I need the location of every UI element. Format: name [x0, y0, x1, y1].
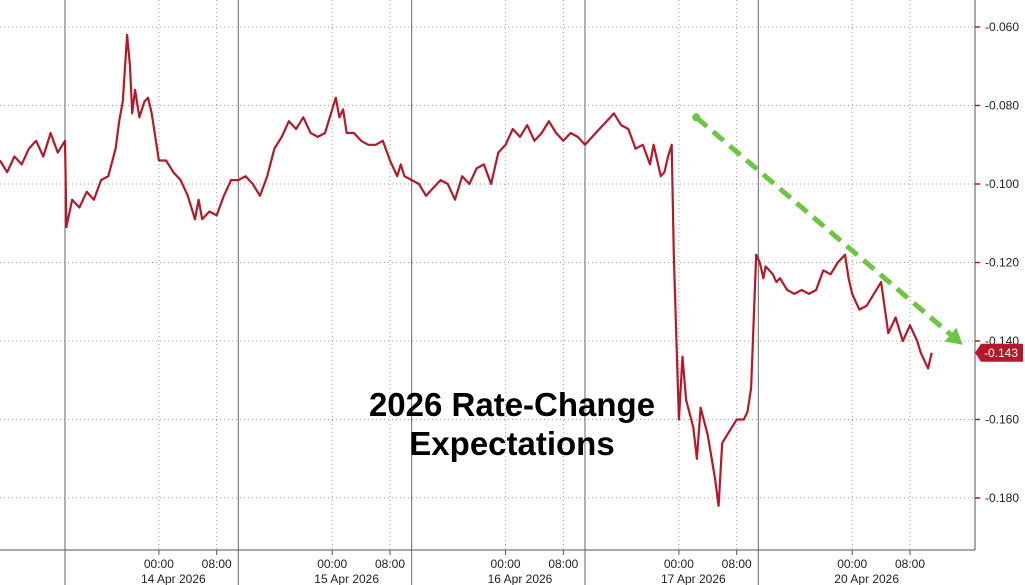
x-date-label: 17 Apr 2026 [661, 572, 726, 585]
last-value-box [975, 343, 1023, 362]
x-date-label: 20 Apr 2026 [834, 572, 899, 585]
x-axis: 00:00 08:00 00:00 08:00 00:00 08:00 00:00 08:00… [0, 549, 975, 585]
horizontal-gridlines [0, 26, 975, 499]
x-date-label: 16 Apr 2026 [488, 572, 553, 585]
y-tick-label: -0.060 [985, 20, 1019, 34]
x-hour-label: 08:00 [548, 557, 578, 571]
last-value-text: -0.143 [984, 346, 1018, 360]
x-hour-label: 08:00 [895, 557, 925, 571]
arrow-head [944, 327, 963, 345]
x-hour-label: 00:00 [664, 557, 694, 571]
y-tick-label: -0.100 [985, 177, 1019, 191]
y-tick-label: -0.120 [985, 256, 1019, 270]
x-hour-label: 00:00 [144, 557, 174, 571]
y-axis: -0.060-0.080-0.100-0.120-0.140-0.160-0.1… [974, 0, 1019, 550]
x-date-label: 15 Apr 2026 [314, 572, 379, 585]
last-value-label: -0.143 [975, 343, 1023, 362]
annotation-line-2: Expectations [409, 425, 614, 462]
day-separators [64, 0, 759, 585]
vertical-gridlines [158, 0, 911, 550]
series-line [0, 33, 933, 507]
chart-annotation: 2026 Rate-Change Expectations [369, 386, 655, 462]
y-tick-label: -0.160 [985, 413, 1019, 427]
annotation-line-1: 2026 Rate-Change [369, 386, 655, 423]
x-hour-label: 08:00 [722, 557, 752, 571]
x-hour-label: 08:00 [375, 557, 405, 571]
x-hour-label: 08:00 [202, 557, 232, 571]
y-tick-label: -0.080 [985, 99, 1019, 113]
arrow-shaft [694, 115, 953, 337]
x-hour-label: 00:00 [491, 557, 521, 571]
trend-arrow [692, 113, 963, 345]
series-layer [0, 33, 933, 507]
x-hour-label: 00:00 [837, 557, 867, 571]
x-date-label: 14 Apr 2026 [141, 572, 206, 585]
y-tick-label: -0.180 [985, 491, 1019, 505]
x-hour-label: 00:00 [317, 557, 347, 571]
